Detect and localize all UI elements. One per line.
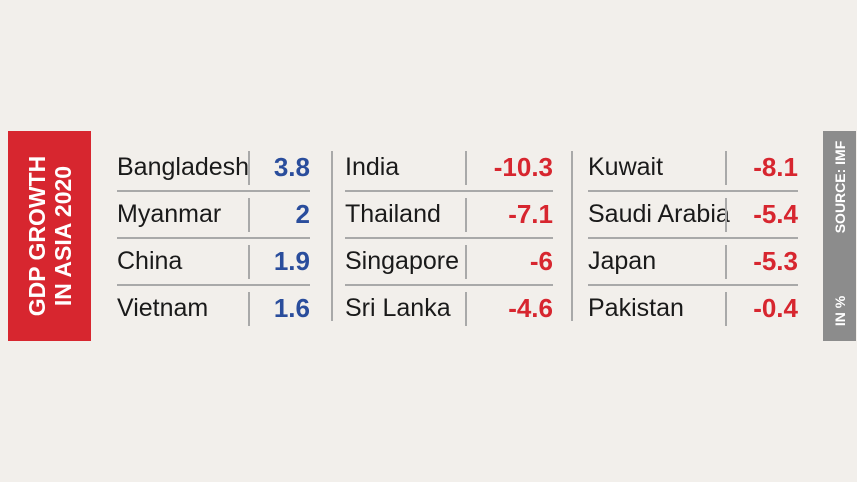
table-row: India -10.3 <box>345 147 553 187</box>
table-row: China 1.9 <box>117 241 310 281</box>
table-row: Pakistan -0.4 <box>588 288 798 328</box>
row-divider <box>465 151 467 185</box>
table-row: Thailand -7.1 <box>345 194 553 234</box>
row-rule <box>117 284 310 286</box>
row-divider <box>248 198 250 232</box>
table-row: Bangladesh 3.8 <box>117 147 310 187</box>
row-divider <box>465 198 467 232</box>
growth-value: 3.8 <box>273 152 310 182</box>
country-name: Kuwait <box>588 153 664 181</box>
table-row: Singapore -6 <box>345 241 553 281</box>
row-divider <box>725 245 727 279</box>
country-name: Bangladesh <box>117 153 250 181</box>
country-name: Sri Lanka <box>345 294 451 322</box>
row-rule <box>345 190 553 192</box>
title-line-2: IN ASIA 2020 <box>49 165 76 307</box>
table-row: Myanmar 2 <box>117 194 310 234</box>
growth-value: -5.4 <box>753 199 798 229</box>
growth-value: 1.9 <box>273 246 310 276</box>
country-name: Japan <box>588 247 657 275</box>
row-divider <box>725 292 727 326</box>
row-divider <box>725 198 727 232</box>
unit-label: IN % <box>831 295 848 327</box>
source-label: SOURCE: IMF <box>831 140 848 234</box>
table-row: Sri Lanka -4.6 <box>345 288 553 328</box>
row-rule <box>588 284 798 286</box>
row-rule <box>588 190 798 192</box>
row-rule <box>345 237 553 239</box>
growth-value: -6 <box>529 246 553 276</box>
row-rule <box>588 237 798 239</box>
country-name: Thailand <box>345 200 441 228</box>
country-name: Saudi Arabia <box>588 200 730 228</box>
country-name: Singapore <box>345 247 459 275</box>
growth-value: 2 <box>295 199 310 229</box>
source-band: SOURCE: IMF IN % <box>823 131 856 341</box>
row-divider <box>248 292 250 326</box>
growth-value: -4.6 <box>508 293 553 323</box>
chart-title: GDP GROWTH IN ASIA 2020 <box>24 133 76 339</box>
country-name: Vietnam <box>117 294 209 322</box>
growth-value: -10.3 <box>493 152 553 182</box>
title-band: GDP GROWTH IN ASIA 2020 <box>8 131 91 341</box>
growth-value: -7.1 <box>508 199 553 229</box>
table-row: Vietnam 1.6 <box>117 288 310 328</box>
row-divider <box>465 245 467 279</box>
growth-value: -8.1 <box>753 152 798 182</box>
growth-value: -5.3 <box>753 246 798 276</box>
row-rule <box>117 237 310 239</box>
growth-value: -0.4 <box>753 293 798 323</box>
table-row: Kuwait -8.1 <box>588 147 798 187</box>
country-name: Pakistan <box>588 294 684 322</box>
row-divider <box>248 245 250 279</box>
table-row: Japan -5.3 <box>588 241 798 281</box>
country-name: China <box>117 247 183 275</box>
row-rule <box>117 190 310 192</box>
title-line-1: GDP GROWTH <box>23 155 50 317</box>
table-row: Saudi Arabia -5.4 <box>588 194 798 234</box>
row-divider <box>725 151 727 185</box>
row-divider <box>248 151 250 185</box>
column-separator-2 <box>571 151 573 321</box>
country-name: Myanmar <box>117 200 222 228</box>
column-separator-1 <box>331 151 333 321</box>
country-name: India <box>345 153 400 181</box>
growth-value: 1.6 <box>273 293 310 323</box>
row-divider <box>465 292 467 326</box>
row-rule <box>345 284 553 286</box>
